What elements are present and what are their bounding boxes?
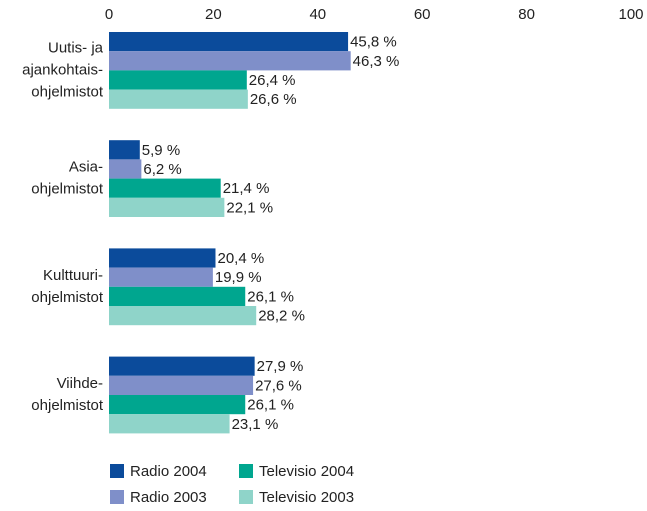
legend-label: Radio 2003 [130, 489, 207, 506]
x-tick-label: 20 [205, 6, 222, 23]
legend-label: Televisio 2003 [259, 489, 354, 506]
category-label: Viihde- [57, 375, 103, 392]
bar [109, 267, 213, 287]
value-label: 26,1 % [247, 288, 294, 305]
bar [109, 356, 255, 376]
value-label: 5,9 % [142, 142, 180, 159]
category-label: Kulttuuri- [43, 267, 103, 284]
bar [109, 414, 230, 434]
legend-label: Televisio 2004 [259, 463, 354, 480]
bar [109, 178, 221, 198]
bar [109, 159, 142, 179]
category-label: Asia- [69, 159, 103, 176]
bar [109, 248, 216, 268]
value-label: 26,6 % [250, 91, 297, 108]
bar [109, 306, 257, 326]
x-tick-label: 80 [518, 6, 535, 23]
category-label: Uutis- ja [48, 39, 104, 56]
category-label: ohjelmistot [31, 83, 104, 100]
category-label: ajankohtais- [22, 61, 103, 78]
legend-swatch [239, 490, 253, 504]
value-label: 20,4 % [217, 250, 264, 267]
x-tick-label: 40 [309, 6, 326, 23]
bar [109, 89, 248, 109]
x-tick-label: 0 [105, 6, 113, 23]
value-label: 45,8 % [350, 34, 397, 51]
value-label: 6,2 % [143, 161, 181, 178]
legend-swatch [110, 490, 124, 504]
value-label: 46,3 % [353, 53, 400, 70]
category-label: ohjelmistot [31, 181, 104, 198]
bar [109, 32, 349, 52]
bar [109, 140, 140, 160]
value-label: 21,4 % [223, 180, 270, 197]
value-label: 27,6 % [255, 377, 302, 394]
value-label: 23,1 % [232, 416, 279, 433]
category-label: ohjelmistot [31, 289, 104, 306]
value-label: 28,2 % [258, 308, 305, 325]
x-tick-label: 60 [414, 6, 431, 23]
legend-swatch [110, 464, 124, 478]
value-label: 27,9 % [257, 358, 304, 375]
x-tick-label: 100 [618, 6, 643, 23]
category-label: ohjelmistot [31, 397, 104, 414]
bar [109, 197, 225, 217]
legend-swatch [239, 464, 253, 478]
legend-label: Radio 2004 [130, 463, 207, 480]
value-label: 26,4 % [249, 72, 296, 89]
value-label: 26,1 % [247, 397, 294, 414]
bar [109, 51, 351, 71]
bar [109, 70, 247, 90]
value-label: 19,9 % [215, 269, 262, 286]
bar [109, 395, 246, 415]
value-label: 22,1 % [226, 199, 273, 216]
bar [109, 286, 246, 306]
bar [109, 375, 254, 395]
